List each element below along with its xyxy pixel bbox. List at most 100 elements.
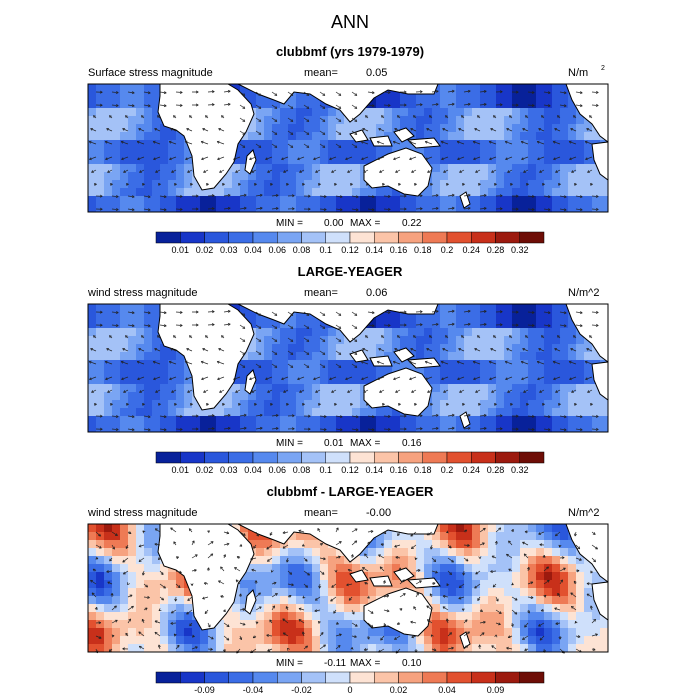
colorbar-swatch — [228, 671, 254, 684]
wind-vectors — [90, 527, 598, 654]
colorbar-tick-label: 0.28 — [487, 245, 505, 255]
colorbar-swatch — [495, 231, 520, 244]
panel-1: clubbmf (yrs 1979-1979) Surface stress ma… — [87, 44, 609, 255]
colorbar-tick-label: 0.09 — [487, 685, 505, 695]
max-label: MAX = — [350, 658, 380, 669]
colorbar-tick-label: 0.12 — [341, 245, 359, 255]
colorbar-tick-label: 0.14 — [365, 245, 383, 255]
colorbar-tick-label: 0.32 — [511, 245, 529, 255]
colorbar-swatch — [374, 231, 399, 244]
colorbar-tick-label: 0.04 — [244, 465, 262, 475]
colorbar-swatch — [519, 671, 545, 684]
colorbar-tick-label: 0.01 — [171, 465, 189, 475]
mean-value: -0.00 — [366, 507, 391, 519]
max-label: MAX = — [350, 218, 380, 229]
colorbar-swatch — [422, 451, 448, 464]
min-value: 0.01 — [324, 438, 344, 449]
colorbar-swatch — [374, 451, 399, 464]
colorbar-tick-label: 0.01 — [171, 245, 189, 255]
min-label: MIN = — [276, 658, 303, 669]
map-frame — [87, 523, 609, 653]
colorbar-tick-label: 0.08 — [293, 465, 311, 475]
units-label: N/m^2 — [568, 287, 599, 299]
colorbar-tick-label: 0.14 — [365, 465, 383, 475]
colorbar-swatch — [446, 451, 472, 464]
colorbar-tick-label: 0.28 — [487, 465, 505, 475]
map-frame — [87, 83, 609, 213]
colorbar-swatch — [252, 671, 278, 684]
panel-2: LARGE-YEAGER wind stress magnitude mean= 0.… — [87, 264, 609, 475]
colorbar-swatch — [446, 231, 472, 244]
colorbar-swatch — [204, 671, 229, 684]
colorbar-swatch — [422, 671, 448, 684]
colorbar-tick-label: 0.02 — [196, 245, 214, 255]
colorbar-tick-label: 0.06 — [268, 245, 286, 255]
colorbar-swatch — [252, 451, 278, 464]
mean-value: 0.06 — [366, 287, 387, 299]
colorbar: 0.01 0.02 0.03 0.04 0.06 0.08 0.1 0.12 0.14 0.16 0… — [155, 231, 545, 255]
max-label: MAX = — [350, 438, 380, 449]
max-value: 0.22 — [402, 218, 422, 229]
colorbar-swatch — [204, 231, 229, 244]
colorbar-swatch — [277, 451, 302, 464]
colorbar-tick-label: 0.1 — [319, 465, 332, 475]
units-label: N/m — [568, 67, 588, 79]
colorbar-swatch — [252, 231, 278, 244]
mean-label: mean= — [304, 67, 338, 79]
colorbar-swatch — [519, 451, 545, 464]
colorbar-tick-label: 0.02 — [390, 685, 408, 695]
colorbar-tick-label: 0.16 — [390, 465, 408, 475]
colorbar-tick-label: -0.09 — [194, 685, 215, 695]
colorbar-swatch — [471, 671, 496, 684]
colorbar-swatch — [228, 231, 254, 244]
map-frame — [87, 303, 609, 433]
min-label: MIN = — [276, 218, 303, 229]
colorbar-swatch — [228, 451, 254, 464]
colorbar-tick-label: -0.04 — [243, 685, 264, 695]
min-value: 0.00 — [324, 218, 344, 229]
mean-value: 0.05 — [366, 67, 387, 79]
colorbar-tick-label: 0.2 — [441, 465, 454, 475]
colorbar-tick-label: 0.04 — [244, 245, 262, 255]
colorbar-tick-label: 0.06 — [268, 465, 286, 475]
min-value: -0.11 — [324, 658, 346, 669]
mean-label: mean= — [304, 287, 338, 299]
colorbar-swatch — [349, 671, 375, 684]
colorbar-tick-label: 0.18 — [414, 465, 432, 475]
colorbar-swatch — [277, 231, 302, 244]
colorbar-swatch — [325, 671, 351, 684]
colorbar-tick-label: 0.08 — [293, 245, 311, 255]
panel-variable-label: wind stress magnitude — [87, 507, 197, 519]
colorbar-swatch — [325, 231, 351, 244]
colorbar-swatch — [277, 671, 302, 684]
panel-title: clubbmf (yrs 1979-1979) — [276, 44, 424, 59]
land-mask — [157, 303, 609, 429]
colorbar-swatch — [471, 451, 496, 464]
colorbar-swatch — [471, 231, 496, 244]
colorbar-tick-label: 0 — [347, 685, 352, 695]
colorbar-tick-label: 0.32 — [511, 465, 529, 475]
figure-title: ANN — [331, 12, 369, 32]
colorbar-swatch — [204, 451, 229, 464]
colorbar-tick-label: 0.1 — [319, 245, 332, 255]
colorbar-tick-label: -0.02 — [291, 685, 312, 695]
colorbar-swatch — [301, 451, 326, 464]
land-mask — [157, 523, 609, 649]
colorbar-swatch — [495, 671, 520, 684]
units-superscript: 2 — [601, 65, 605, 72]
colorbar-swatch — [398, 231, 423, 244]
colorbar-swatch — [155, 231, 181, 244]
mean-label: mean= — [304, 507, 338, 519]
colorbar-swatch — [180, 451, 205, 464]
colorbar-swatch — [155, 671, 181, 684]
colorbar-swatch — [301, 231, 326, 244]
colorbar-swatch — [374, 671, 399, 684]
panel-variable-label: wind stress magnitude — [87, 287, 197, 299]
colorbar-swatch — [180, 671, 205, 684]
colorbar-tick-label: 0.04 — [438, 685, 456, 695]
colorbar-tick-label: 0.2 — [441, 245, 454, 255]
colorbar-tick-label: 0.16 — [390, 245, 408, 255]
colorbar-tick-label: 0.24 — [462, 245, 480, 255]
colorbar-swatch — [495, 451, 520, 464]
colorbar-tick-label: 0.18 — [414, 245, 432, 255]
